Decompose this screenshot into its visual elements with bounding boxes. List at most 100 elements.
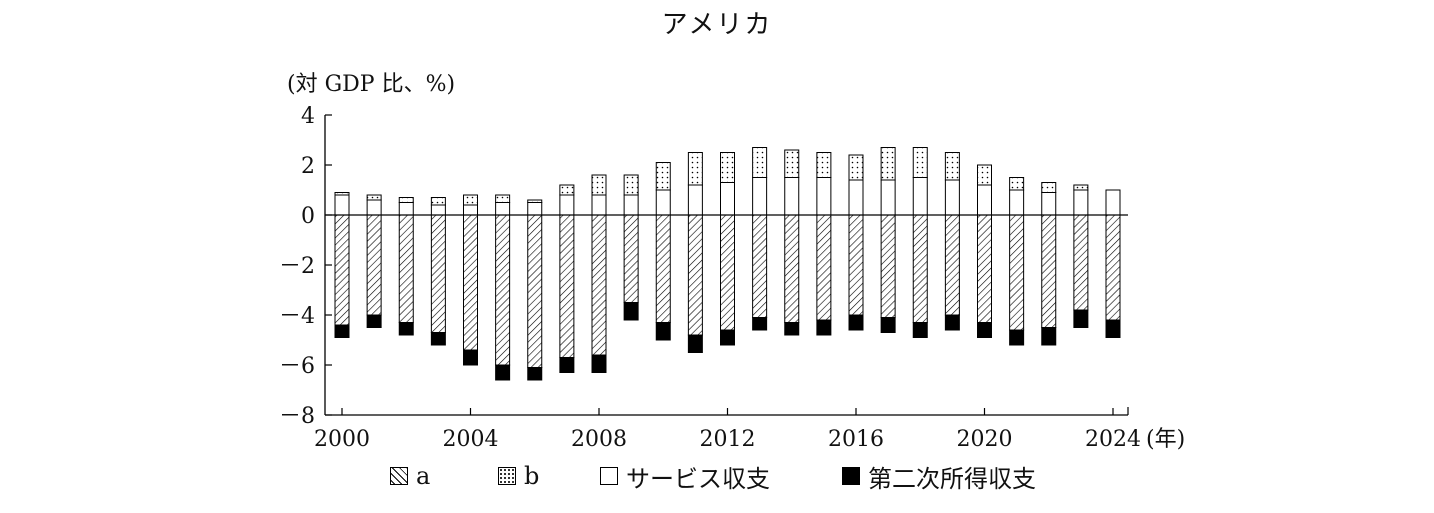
y-tick-label: 0	[301, 204, 315, 229]
bar-secondary-income	[430, 332, 446, 346]
bar-a	[527, 214, 543, 368]
bar-a	[1073, 214, 1089, 311]
bar-b	[623, 174, 639, 196]
bar-b	[559, 184, 575, 196]
bar-services	[977, 184, 992, 216]
bar-secondary-income	[623, 302, 639, 321]
y-tick-label: －4	[279, 304, 315, 329]
bar-a	[430, 214, 446, 333]
chart-title: アメリカ	[661, 10, 773, 40]
bar-services	[591, 194, 607, 216]
bar-secondary-income	[880, 317, 896, 333]
bar-a	[495, 214, 511, 366]
bar-b	[977, 164, 992, 186]
bar-services	[687, 184, 703, 216]
legend-item-secondary-income: 第二次所得収支	[842, 456, 1036, 496]
bar-a	[334, 214, 350, 326]
bar-services	[559, 194, 575, 216]
bar-secondary-income	[752, 317, 768, 331]
legend-label-services: サービス収支	[626, 464, 770, 493]
bar-b	[687, 152, 703, 186]
black-swatch-icon	[842, 467, 860, 485]
x-tick-label: 2008	[571, 427, 627, 452]
bar-a	[784, 214, 800, 323]
bar-b	[398, 197, 414, 203]
bar-a	[752, 214, 768, 318]
bar-secondary-income	[334, 324, 350, 338]
bar-services	[880, 179, 896, 216]
bar-a	[944, 214, 960, 316]
bar-services	[495, 202, 511, 216]
y-tick-label: －2	[279, 254, 315, 279]
bar-a	[366, 214, 382, 316]
bar-services	[527, 202, 543, 216]
bar-secondary-income	[1105, 319, 1121, 338]
bar-b	[463, 194, 478, 206]
bar-secondary-income	[495, 364, 511, 381]
bar-services	[944, 179, 960, 216]
x-tick-label: 2000	[314, 427, 370, 452]
bar-b	[784, 149, 800, 178]
bar-a	[1041, 214, 1057, 328]
bar-secondary-income	[912, 322, 928, 338]
legend-label-a: a	[416, 462, 431, 490]
bar-secondary-income	[944, 314, 960, 331]
bar-b	[912, 147, 928, 178]
x-tick-label: 2020	[957, 427, 1013, 452]
bar-b	[591, 174, 607, 196]
bar-b	[655, 162, 671, 191]
bar-b	[366, 194, 382, 201]
bar-services	[463, 204, 478, 216]
x-tick-label: 2016	[828, 427, 884, 452]
bar-services	[334, 194, 350, 216]
bar-b	[527, 199, 543, 203]
bar-b	[1041, 182, 1057, 193]
bar-b	[720, 152, 735, 183]
bar-services	[366, 199, 382, 216]
bar-a	[463, 214, 478, 351]
bar-services	[720, 182, 735, 216]
bar-a	[816, 214, 832, 321]
bar-a	[623, 214, 639, 303]
y-tick-label: －8	[279, 404, 315, 429]
bar-secondary-income	[784, 322, 800, 336]
legend-label-secondary-income: 第二次所得収支	[868, 464, 1036, 493]
bar-secondary-income	[1073, 309, 1089, 328]
bar-secondary-income	[977, 322, 992, 338]
legend: a b サービス収支 第二次所得収支	[390, 456, 1110, 496]
bar-services	[1073, 189, 1089, 216]
bar-a	[912, 214, 928, 323]
bar-a	[559, 214, 575, 358]
legend-item-b: b	[498, 456, 539, 496]
legend-label-b: b	[524, 462, 540, 490]
bar-a	[398, 214, 414, 323]
bar-b	[430, 197, 446, 206]
legend-item-a: a	[390, 456, 430, 496]
white-swatch-icon	[600, 467, 618, 485]
bar-services	[398, 202, 414, 216]
hatch-swatch-icon	[390, 467, 408, 485]
bar-b	[1073, 184, 1089, 191]
dots-swatch-icon	[498, 467, 516, 485]
bar-secondary-income	[816, 319, 832, 336]
y-tick-label: 4	[301, 104, 315, 129]
bar-a	[720, 214, 735, 331]
bar-services	[623, 194, 639, 216]
bar-secondary-income	[366, 314, 382, 328]
bar-b	[334, 192, 350, 196]
bar-secondary-income	[463, 349, 478, 366]
bar-secondary-income	[591, 354, 607, 373]
x-tick-label: 2012	[700, 427, 756, 452]
bar-secondary-income	[655, 322, 671, 341]
bar-secondary-income	[687, 334, 703, 353]
bar-b	[752, 147, 768, 178]
bar-b	[495, 194, 511, 203]
bar-services	[1041, 192, 1057, 216]
bar-services	[1009, 189, 1025, 216]
bar-a	[591, 214, 607, 356]
bar-secondary-income	[398, 322, 414, 336]
bar-b	[880, 147, 896, 181]
bar-secondary-income	[848, 314, 864, 331]
